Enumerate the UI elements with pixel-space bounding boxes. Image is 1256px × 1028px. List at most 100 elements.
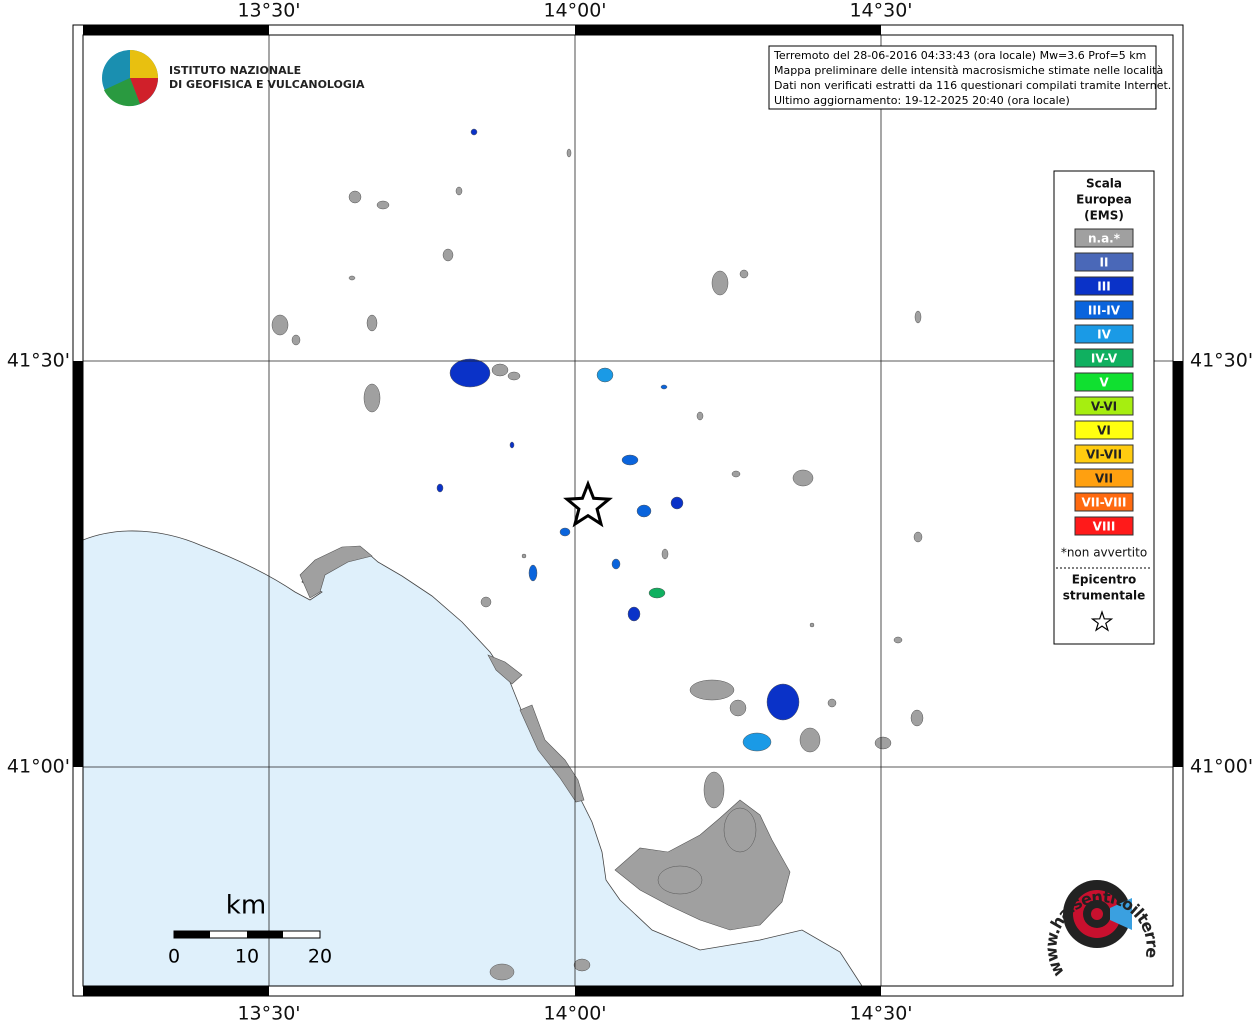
info-line: Dati non verificati estratti da 116 ques…: [774, 79, 1171, 92]
town: [363, 383, 381, 413]
logo-text: DI GEOFISICA E VULCANOLOGIA: [169, 78, 365, 91]
town: [689, 679, 735, 701]
towns: [271, 128, 924, 981]
lat-label: 41°30': [7, 350, 70, 372]
lon-label: 14°30': [849, 1003, 912, 1025]
legend-star: [1090, 610, 1114, 632]
land-misc: [487, 654, 523, 685]
legend-swatch: [1074, 252, 1134, 272]
town: [914, 310, 922, 324]
lon-label: 14°00': [543, 1003, 606, 1025]
lat-label: 41°00': [7, 756, 70, 778]
town: [366, 314, 378, 332]
info-line: Ultimo aggiornamento: 19-12-2025 20:40 (…: [774, 94, 1070, 107]
legend: ScalaEuropea(EMS)n.a.*IIIIIIII-IVIVIV-VV…: [1061, 177, 1147, 632]
legend-swatch: [1074, 300, 1134, 320]
legend-label: IV: [1097, 328, 1111, 342]
legend-swatch: [1074, 324, 1134, 344]
town: [507, 371, 521, 381]
lat-label: 41°30': [1190, 350, 1253, 372]
town: [703, 771, 725, 809]
legend-title: Europea: [1076, 193, 1132, 207]
town: [621, 454, 639, 466]
info-box: [768, 45, 1157, 110]
legend-label: III: [1097, 280, 1110, 294]
frame-bar: [83, 25, 269, 35]
town: [596, 367, 614, 383]
town: [528, 564, 538, 582]
town: [573, 958, 591, 972]
legend-swatch: [1074, 228, 1134, 248]
town: [731, 470, 741, 478]
legend-swatch: [1074, 468, 1134, 488]
legend-swatch: [1074, 276, 1134, 296]
town: [449, 358, 491, 388]
frame-bar: [73, 361, 83, 767]
logo-speaker: [1110, 898, 1132, 930]
legend-swatch: [1074, 444, 1134, 464]
town: [799, 727, 821, 753]
legend-label: V: [1099, 376, 1109, 390]
town: [348, 275, 356, 281]
scale-bar: km 0 10 20: [168, 891, 332, 968]
legend-epicentre: strumentale: [1063, 589, 1146, 603]
town: [636, 504, 652, 518]
town: [648, 587, 666, 599]
town: [376, 200, 390, 210]
frame-bar: [1173, 361, 1183, 767]
legend-note: *non avvertito: [1061, 546, 1147, 560]
legend-swatch: [1074, 420, 1134, 440]
town: [696, 411, 704, 421]
scale-tick: 10: [235, 946, 259, 968]
town: [509, 441, 515, 449]
town: [348, 190, 362, 204]
scale-seg: [247, 931, 283, 938]
town: [893, 636, 903, 644]
town: [661, 548, 669, 560]
lon-label: 14°00': [543, 0, 606, 22]
town: [657, 865, 703, 895]
town: [874, 736, 892, 750]
epicentre-star: [563, 479, 613, 528]
legend-label: VI: [1097, 424, 1111, 438]
town: [739, 269, 749, 279]
frame: [72, 24, 1184, 997]
town: [766, 683, 800, 721]
legend-swatch: [1074, 372, 1134, 392]
legend-swatch: [1074, 492, 1134, 512]
frame-bar: [575, 25, 881, 35]
town: [792, 469, 814, 487]
legend-label: n.a.*: [1088, 232, 1121, 246]
legend-epicentre: Epicentro: [1072, 573, 1137, 587]
info-line: Mappa preliminare delle intensità macros…: [774, 64, 1163, 77]
logo-circle: [1091, 908, 1103, 920]
town: [271, 314, 289, 336]
legend-label: III-IV: [1088, 304, 1121, 318]
scale-tick: 0: [168, 946, 180, 968]
legend-swatch: [1074, 516, 1134, 536]
legend-label: VI-VII: [1086, 448, 1122, 462]
legend-swatch: [1074, 396, 1134, 416]
logo-segment: [130, 50, 158, 78]
legend-label: VII: [1095, 472, 1113, 486]
legend-swatch: [1074, 348, 1134, 368]
lon-label: 13°30': [237, 1003, 300, 1025]
town: [742, 732, 772, 752]
legend-label: IV-V: [1091, 352, 1118, 366]
town: [670, 496, 684, 510]
town: [566, 148, 572, 158]
town: [489, 963, 515, 981]
land-coast: [519, 704, 585, 803]
legend-label: VIII: [1093, 520, 1116, 534]
town: [827, 698, 837, 708]
town: [470, 128, 478, 136]
town: [491, 363, 509, 377]
sea: [82, 530, 863, 987]
town: [910, 709, 924, 727]
scale-unit: km: [226, 891, 266, 921]
lat-label: 41°00': [1190, 756, 1253, 778]
info-text: Terremoto del 28-06-2016 04:33:43 (ora l…: [773, 49, 1171, 107]
legend-label: VII-VIII: [1081, 496, 1126, 510]
